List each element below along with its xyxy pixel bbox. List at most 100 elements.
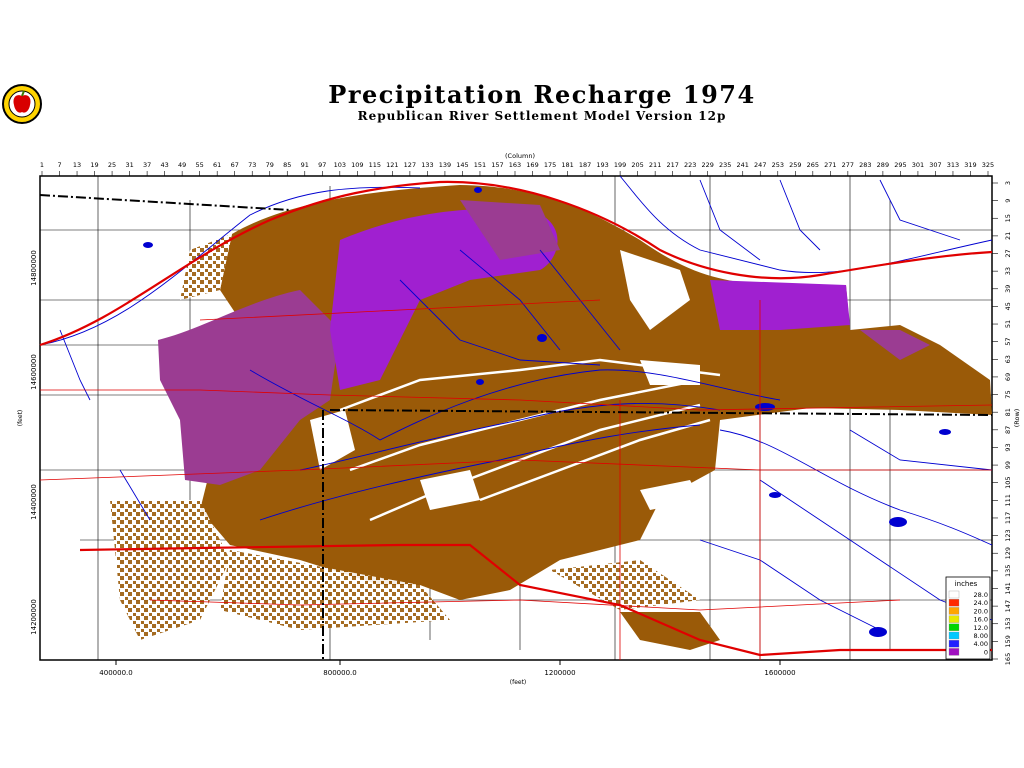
column-tick: 175 — [544, 161, 556, 169]
row-tick: 105 — [1004, 476, 1012, 488]
column-tick: 265 — [807, 161, 819, 169]
column-tick: 289 — [877, 161, 889, 169]
legend-label: 16.0 — [974, 616, 988, 624]
row-tick: 87 — [1004, 426, 1012, 434]
legend-label: 8.00 — [974, 632, 988, 640]
column-tick: 61 — [213, 161, 221, 169]
column-tick: 79 — [266, 161, 274, 169]
row-tick: 33 — [1004, 267, 1012, 275]
y-tick: 14600000 — [30, 354, 38, 390]
row-tick: 21 — [1004, 232, 1012, 240]
legend-swatch — [948, 631, 960, 640]
column-tick: 127 — [404, 161, 416, 169]
column-tick: 91 — [301, 161, 309, 169]
row-axis-label: (Row) — [1013, 409, 1021, 428]
column-tick: 241 — [737, 161, 749, 169]
x-tick: 1200000 — [544, 669, 575, 677]
row-axis: 3915212733394551576369758187939910511111… — [992, 181, 1012, 665]
row-tick: 81 — [1004, 408, 1012, 416]
row-tick: 123 — [1004, 529, 1012, 541]
column-tick: 121 — [386, 161, 398, 169]
legend-swatch — [948, 599, 960, 607]
column-tick: 103 — [334, 161, 346, 169]
column-tick: 19 — [90, 161, 98, 169]
row-tick: 27 — [1004, 249, 1012, 257]
column-tick: 73 — [248, 161, 256, 169]
column-tick: 247 — [754, 161, 766, 169]
column-tick: 277 — [842, 161, 854, 169]
column-axis-label: (Column) — [505, 152, 535, 160]
row-tick: 75 — [1004, 390, 1012, 398]
legend-swatch — [948, 607, 960, 615]
y-tick: 14800000 — [30, 250, 38, 286]
row-tick: 129 — [1004, 547, 1012, 559]
column-tick: 37 — [143, 161, 151, 169]
row-tick: 99 — [1004, 461, 1012, 469]
column-tick: 181 — [561, 161, 573, 169]
y-tick: 14200000 — [30, 599, 38, 635]
column-tick: 283 — [859, 161, 871, 169]
column-tick: 7 — [57, 161, 61, 169]
x-tick: 1600000 — [764, 669, 795, 677]
legend-label: 24.0 — [974, 599, 988, 607]
column-tick: 235 — [719, 161, 731, 169]
column-tick: 13 — [73, 161, 81, 169]
legend-label: 4.00 — [974, 640, 988, 648]
column-tick: 187 — [579, 161, 591, 169]
column-tick: 31 — [125, 161, 133, 169]
row-tick: 15 — [1004, 214, 1012, 222]
legend-swatch — [948, 640, 960, 648]
column-tick: 43 — [160, 161, 168, 169]
row-tick: 69 — [1004, 373, 1012, 381]
column-tick: 325 — [982, 161, 994, 169]
x-axis-label: (feet) — [510, 679, 527, 686]
column-tick: 25 — [108, 161, 116, 169]
map-subtitle: Republican River Settlement Model Versio… — [357, 109, 727, 123]
y-axis-label: (feet) — [17, 410, 24, 427]
row-tick: 57 — [1004, 338, 1012, 346]
column-tick: 55 — [196, 161, 204, 169]
column-tick: 145 — [456, 161, 468, 169]
highways — [39, 180, 993, 660]
row-tick: 9 — [1004, 199, 1012, 203]
column-tick: 85 — [283, 161, 291, 169]
row-tick: 3 — [1004, 181, 1012, 185]
column-tick: 301 — [912, 161, 924, 169]
column-tick: 49 — [178, 161, 186, 169]
column-axis: 1 7 13 19 25 31 37 43 49 55 61 67 73 79 85 91 97 103 109 11… — [40, 161, 994, 176]
legend-swatch — [948, 615, 960, 623]
column-tick: 109 — [351, 161, 363, 169]
column-tick: 151 — [474, 161, 486, 169]
column-tick: 205 — [631, 161, 643, 169]
column-tick: 163 — [509, 161, 521, 169]
column-tick: 97 — [318, 161, 326, 169]
row-tick: 165 — [1004, 653, 1012, 665]
x-tick: 400000.0 — [99, 669, 132, 677]
column-tick: 271 — [824, 161, 836, 169]
row-tick: 117 — [1004, 512, 1012, 524]
column-tick: 157 — [491, 161, 503, 169]
column-tick: 193 — [596, 161, 608, 169]
row-tick: 111 — [1004, 494, 1012, 506]
y-tick: 14400000 — [30, 484, 38, 520]
column-tick: 199 — [614, 161, 626, 169]
legend-label: 20.0 — [974, 607, 988, 615]
column-tick: 133 — [421, 161, 433, 169]
row-tick: 141 — [1004, 582, 1012, 594]
state-boundaries — [39, 194, 993, 660]
column-tick: 229 — [701, 161, 713, 169]
row-tick: 39 — [1004, 285, 1012, 293]
column-tick: 115 — [369, 161, 381, 169]
column-tick: 313 — [947, 161, 959, 169]
legend-label: 28.0 — [974, 591, 988, 599]
legend: inches 28.024.020.016.012.08.004.000 — [945, 576, 991, 660]
legend-swatch — [948, 648, 960, 656]
legend-swatch — [948, 590, 960, 599]
row-tick: 135 — [1004, 565, 1012, 577]
row-tick: 45 — [1004, 302, 1012, 310]
x-axis: 400000.0 800000.0 1200000 1600000 (feet) — [99, 669, 795, 686]
column-tick: 217 — [666, 161, 678, 169]
column-tick: 253 — [772, 161, 784, 169]
row-tick: 159 — [1004, 635, 1012, 647]
